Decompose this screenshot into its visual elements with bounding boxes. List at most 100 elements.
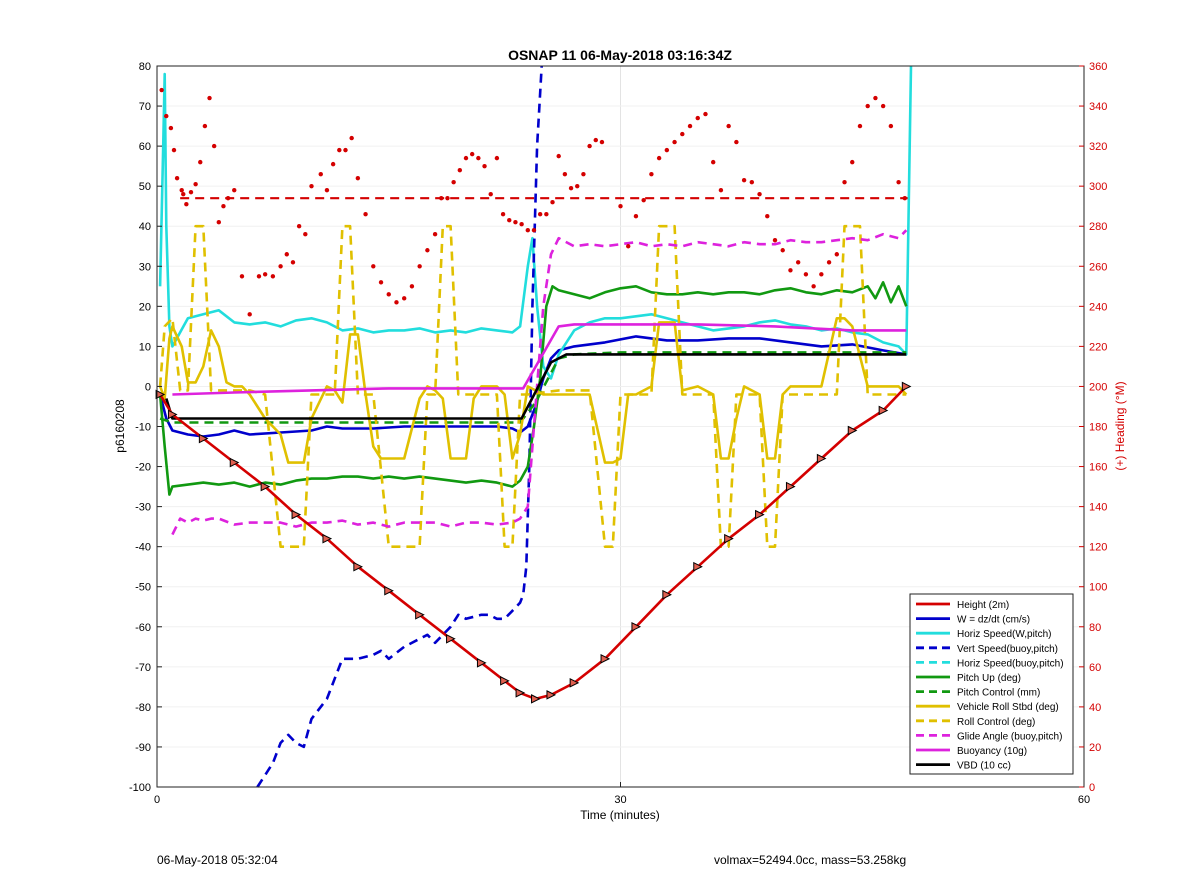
heading-point [425, 248, 430, 253]
height-marker [546, 690, 557, 700]
y2-tick-label: 100 [1089, 582, 1107, 594]
heading-point [409, 284, 415, 289]
y2-tick-label: 40 [1089, 702, 1101, 714]
heading-point [857, 123, 863, 129]
y-tick-label: -10 [135, 422, 151, 434]
heading-point [568, 185, 574, 191]
y-tick-label: 70 [139, 101, 151, 113]
heading-point [318, 171, 323, 177]
y-tick-label: 60 [139, 141, 151, 153]
heading-point [531, 228, 537, 233]
heading-point [296, 224, 302, 229]
heading-point [207, 95, 212, 101]
height-marker [260, 481, 271, 492]
heading-point [734, 139, 739, 145]
heading-point [618, 203, 623, 209]
y-axis-label: p6160208 [113, 399, 127, 453]
heading-point [171, 147, 177, 153]
legend-label: Buoyancy (10g) [957, 746, 1027, 757]
height-marker [384, 585, 394, 596]
heading-point [865, 103, 870, 109]
y2-tick-label: 220 [1089, 341, 1107, 353]
legend-label: Roll Control (deg) [957, 717, 1035, 728]
heading-point [476, 155, 481, 161]
series-line-height-2m [158, 385, 908, 701]
height-marker [785, 481, 796, 492]
legend-label: Vehicle Roll Stbd (deg) [957, 702, 1059, 713]
bottom-axis: 0 30 60 [154, 782, 1090, 806]
height-marker [415, 609, 425, 620]
heading-point [262, 272, 268, 277]
height-marker [693, 561, 703, 572]
heading-point [626, 244, 631, 249]
heading-point [343, 147, 348, 153]
heading-point [371, 264, 376, 269]
y-tick-label: -30 [135, 502, 151, 514]
heading-point [795, 260, 801, 265]
heading-point [703, 111, 708, 117]
y2-tick-label: 80 [1089, 622, 1101, 634]
height-marker [755, 509, 765, 520]
y-tick-label: -20 [135, 462, 151, 474]
legend-box [909, 593, 1074, 775]
x-axis-label: Time (minutes) [580, 808, 660, 822]
heading-point [309, 183, 314, 189]
height-marker [569, 678, 580, 688]
height-marker [531, 694, 541, 704]
y-tick-label: 40 [139, 221, 151, 233]
series-line-w-dz-dt-cm-s [158, 335, 907, 438]
heading-point [581, 171, 586, 177]
series-line-horiz-speed-w-pitch [158, 65, 913, 380]
heading-point [181, 191, 186, 197]
height-marker [515, 688, 526, 698]
left-axis: -100-90-80-70-60-50-40-30-20-10010203040… [129, 61, 162, 794]
heading-point [633, 214, 639, 219]
height-marker [476, 658, 487, 668]
right-axis: 0 20 40 60 80 100 120 140 160 180 200 220 240 260 280 3… [1079, 61, 1107, 794]
heading-point [896, 179, 901, 185]
chart-title: OSNAP 11 06-May-2018 03:16:34Z [508, 47, 732, 63]
heading-point [803, 272, 809, 277]
heading-point [842, 179, 847, 185]
heading-point [519, 222, 524, 227]
height-marker [167, 409, 178, 420]
heading-point [902, 195, 907, 201]
heading-point [198, 159, 203, 165]
heading-point [687, 123, 693, 129]
heading-point [575, 183, 580, 189]
heading-point [202, 123, 208, 129]
heading-point [330, 161, 336, 167]
legend-label: Height (2m) [957, 600, 1009, 611]
y2-tick-label: 260 [1089, 261, 1107, 273]
y2-tick-label: 360 [1089, 61, 1107, 73]
series-layer [155, 65, 915, 788]
heading-point [457, 167, 463, 173]
heading-point [672, 139, 677, 145]
heading-point [772, 238, 778, 243]
heading-point [349, 135, 354, 141]
heading-point [880, 103, 886, 109]
y2-tick-label: 180 [1089, 422, 1107, 434]
y2-tick-label: 300 [1089, 181, 1107, 193]
heading-point [726, 123, 731, 129]
heading-point [641, 197, 646, 203]
y-tick-label: 80 [139, 61, 151, 73]
heading-point [695, 115, 700, 121]
height-marker [662, 589, 672, 600]
heading-point [780, 248, 785, 253]
y-tick-label: -90 [135, 742, 151, 754]
heading-point [537, 212, 543, 217]
heading-point [482, 163, 487, 169]
y2-tick-label: 340 [1089, 101, 1107, 113]
heading-point [324, 187, 330, 193]
series-line-roll-control-deg [158, 224, 907, 549]
heading-point [494, 155, 500, 161]
y-tick-label: 0 [145, 381, 151, 393]
heading-point [680, 131, 685, 137]
legend-label: Pitch Up (deg) [957, 673, 1021, 684]
heading-point [649, 171, 654, 177]
legend-label: Vert Speed(buoy,pitch) [957, 644, 1058, 655]
height-marker [198, 433, 209, 444]
heading-point [513, 220, 518, 225]
height-marker [724, 533, 734, 544]
